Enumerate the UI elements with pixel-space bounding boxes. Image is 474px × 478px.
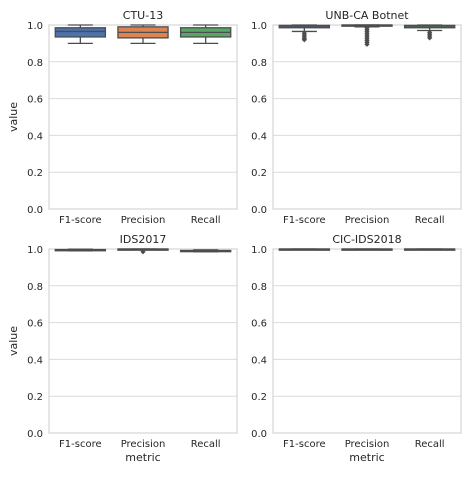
y-tick-label: 1.0 (251, 21, 267, 32)
y-tick-label: 0.2 (27, 168, 43, 179)
y-tick-label: 0.8 (27, 58, 43, 69)
flier-point (301, 37, 307, 43)
y-tick-label: 1.0 (27, 245, 43, 256)
y-tick-label: 0.6 (251, 95, 267, 106)
box-recall (179, 24, 232, 45)
x-tick-label: F1-score (59, 215, 102, 226)
y-tick-label: 0.4 (27, 355, 43, 366)
panel-1: 0.0 0.2 0.4 0.6 0.8 1.0 CTU-13 value F1-score Pre… (7, 9, 238, 226)
x-tick-label: Precision (345, 215, 390, 226)
y-tick-label: 0.6 (251, 319, 267, 330)
x-tick-label: Recall (415, 215, 445, 226)
y-tick-label: 0.8 (251, 282, 267, 293)
x-tick-label: Precision (121, 439, 166, 450)
x-axis-label: metric (349, 451, 384, 464)
y-tick-label: 0.4 (251, 355, 267, 366)
y-tick-label: 0.6 (27, 319, 43, 330)
panel-3: 0.0 0.2 0.4 0.6 0.8 1.0 IDS2017 value F1-score Pr… (7, 233, 238, 464)
y-tick-label: 0.8 (27, 282, 43, 293)
axes-frame (272, 248, 462, 434)
y-axis-label: value (7, 326, 20, 356)
x-tick-label: Recall (191, 439, 221, 450)
axes-frame (48, 248, 238, 434)
box-precision (117, 248, 169, 255)
panel-2: 0.0 0.2 0.4 0.6 0.8 1.0 UNB-CA Botnet F1-score P… (251, 9, 462, 226)
x-tick-label: Recall (191, 215, 221, 226)
box-body (54, 27, 107, 38)
y-tick-label: 0.8 (251, 58, 267, 69)
y-tick-label: 0.0 (251, 205, 267, 216)
y-tick-label: 1.0 (27, 21, 43, 32)
box-precision (341, 248, 393, 251)
x-tick-label: Precision (345, 439, 390, 450)
axes-frame (48, 24, 238, 210)
box-f1-score (54, 24, 107, 45)
panel-title: IDS2017 (120, 233, 167, 246)
y-tick-label: 0.0 (27, 205, 43, 216)
y-tick-label: 0.0 (27, 429, 43, 440)
panel-title: UNB-CA Botnet (325, 9, 409, 22)
flier-point (140, 249, 146, 255)
y-tick-label: 0.2 (251, 168, 267, 179)
axes-frame (272, 24, 462, 210)
panel-title: CTU-13 (123, 9, 163, 22)
x-tick-label: F1-score (59, 439, 102, 450)
flier-point (364, 41, 370, 47)
x-tick-label: F1-score (283, 215, 326, 226)
box-precision (341, 24, 393, 47)
box-recall (403, 248, 456, 251)
y-tick-label: 1.0 (251, 245, 267, 256)
box-precision (117, 24, 169, 45)
panel-title: CIC-IDS2018 (332, 233, 401, 246)
panel-4: 0.0 0.2 0.4 0.6 0.8 1.0 CIC-IDS2018 F1-score Pre… (251, 233, 462, 464)
x-tick-label: Recall (415, 439, 445, 450)
box-f1-score (278, 24, 331, 43)
x-axis-label: metric (125, 451, 160, 464)
box-f1-score (54, 248, 107, 252)
y-tick-label: 0.0 (251, 429, 267, 440)
y-tick-label: 0.4 (27, 131, 43, 142)
y-tick-label: 0.2 (27, 392, 43, 403)
x-tick-label: F1-score (283, 439, 326, 450)
x-tick-label: Precision (121, 215, 166, 226)
box-recall (403, 24, 456, 41)
y-tick-label: 0.6 (27, 95, 43, 106)
y-axis-label: value (7, 102, 20, 132)
y-tick-label: 0.4 (251, 131, 267, 142)
box-recall (179, 249, 232, 253)
y-tick-label: 0.2 (251, 392, 267, 403)
box-f1-score (278, 248, 331, 251)
flier-point (427, 35, 433, 41)
